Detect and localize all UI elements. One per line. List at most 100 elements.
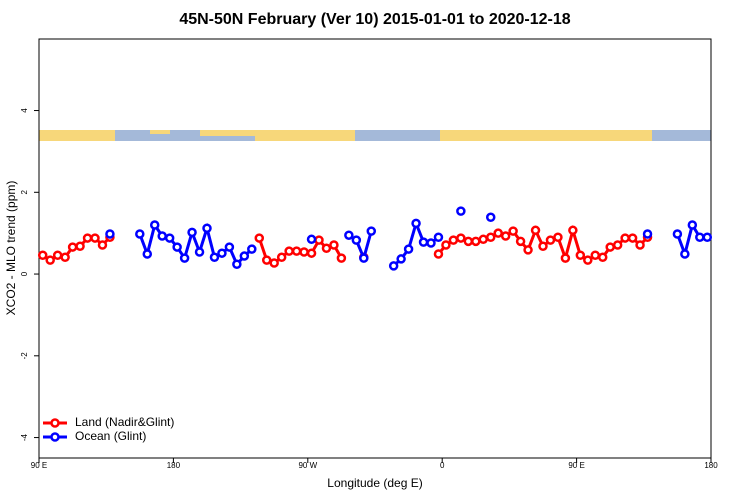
data-point [642, 229, 653, 239]
legend-label: Land (Nadir&Glint) [75, 415, 174, 429]
data-point [627, 233, 638, 243]
data-point [538, 241, 548, 252]
y-tick-label: -2 [20, 352, 29, 360]
x-axis-label: Longitude (deg E) [327, 476, 422, 490]
data-point [463, 236, 474, 247]
y-tick-label: 2 [20, 190, 29, 195]
data-point [82, 233, 93, 243]
data-point [187, 227, 197, 238]
data-point [45, 255, 55, 265]
data-point [299, 247, 309, 257]
data-point [366, 226, 377, 236]
data-point [105, 229, 115, 239]
data-point [583, 255, 593, 265]
data-point [232, 259, 242, 269]
data-point [202, 223, 212, 234]
data-point [575, 250, 586, 260]
data-point [485, 212, 496, 222]
data-point [523, 245, 533, 255]
data-point [239, 251, 250, 261]
data-point [485, 232, 496, 243]
data-point [90, 233, 100, 243]
data-point [456, 206, 466, 216]
data-point [67, 242, 78, 252]
plot-frame [38, 38, 712, 459]
data-point [493, 228, 503, 238]
data-point [247, 244, 257, 254]
data-point [530, 225, 541, 236]
data-point [456, 233, 466, 243]
data-point [560, 253, 571, 263]
data-point [217, 248, 227, 258]
x-tick-label: 180 [167, 461, 181, 470]
data-point [164, 233, 175, 243]
legend-marker [50, 418, 60, 428]
data-point [359, 253, 369, 263]
data-point [224, 242, 235, 252]
y-tick-label: -4 [20, 433, 29, 441]
data-point [172, 242, 182, 252]
legend-marker [50, 432, 60, 442]
data-point [545, 235, 556, 245]
y-tick-label: 0 [20, 271, 29, 276]
land-ocean-strip [39, 130, 711, 141]
data-point [433, 232, 444, 243]
x-tick-label: 0 [440, 461, 445, 470]
data-point [612, 240, 623, 250]
data-point [441, 240, 451, 250]
series-line [138, 218, 708, 267]
data-point [403, 244, 414, 254]
data-point [680, 249, 690, 259]
data-point [209, 252, 220, 263]
x-tick-label: 90 E [568, 461, 584, 470]
data-point [97, 240, 108, 250]
data-point [500, 231, 511, 241]
data-point [37, 250, 48, 260]
data-point [157, 231, 167, 241]
x-tick-label: 180 [704, 461, 718, 470]
data-point [321, 243, 332, 254]
data-point [597, 252, 608, 263]
data-point [396, 254, 406, 264]
data-point [52, 250, 63, 260]
data-point [635, 240, 645, 250]
data-point [314, 235, 324, 245]
data-point [284, 246, 294, 256]
data-point [269, 258, 279, 268]
y-tick-label: 4 [20, 108, 29, 113]
data-point [254, 233, 265, 243]
legend-label: Ocean (Glint) [75, 429, 146, 443]
data-point [471, 236, 481, 247]
data-point [702, 232, 713, 243]
data-point [306, 248, 317, 258]
data-point [149, 220, 160, 230]
data-point [276, 252, 287, 263]
x-tick-label: 90 W [298, 461, 317, 470]
data-point [568, 225, 578, 236]
data-point [515, 236, 526, 247]
data-point [448, 235, 459, 245]
data-point [261, 255, 272, 265]
data-point [351, 235, 362, 245]
data-point [620, 233, 630, 243]
data-point [433, 249, 444, 259]
data-point [291, 246, 302, 256]
data-point [695, 232, 705, 243]
data-point [590, 250, 601, 260]
data-point [135, 229, 145, 239]
data-point [179, 253, 190, 263]
data-point [672, 229, 683, 239]
data-point [605, 242, 615, 252]
chart-title: 45N-50N February (Ver 10) 2015-01-01 to … [179, 11, 570, 28]
data-point [194, 247, 205, 257]
data-point [418, 237, 429, 247]
data-point [336, 253, 347, 263]
y-axis-label: XCO2 - MLO trend (ppm) [4, 181, 18, 316]
data-point [60, 252, 70, 263]
data-point [75, 241, 85, 252]
data-point [329, 240, 339, 250]
data-point [508, 226, 518, 236]
data-point [344, 230, 354, 240]
data-point [142, 249, 153, 259]
x-tick-label: 90 E [31, 461, 47, 470]
